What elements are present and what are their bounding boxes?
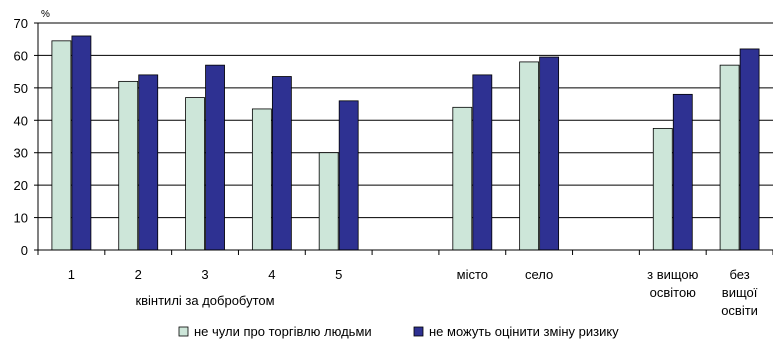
bar-series-2 bbox=[71, 35, 92, 251]
x-group-label: квінтилі за добробутом bbox=[135, 293, 274, 308]
y-unit-label: % bbox=[41, 9, 50, 20]
bar-series-1 bbox=[452, 106, 473, 251]
legend-label-series-2: не можуть оцінити зміну ризику bbox=[429, 324, 619, 339]
bar-series-2 bbox=[739, 48, 760, 251]
x-tick-label: 5 bbox=[335, 267, 342, 282]
bar-series-2 bbox=[138, 74, 159, 251]
bar-series-1 bbox=[118, 80, 139, 251]
y-tick-label: 20 bbox=[14, 178, 28, 193]
x-tick-label: освітою bbox=[650, 285, 697, 300]
x-tick-labels: 1 2 3 4 5 місто село з вищою освітою без вищої осві… bbox=[68, 267, 758, 318]
axes bbox=[37, 23, 773, 255]
x-tick-label: 1 bbox=[68, 267, 75, 282]
bar-series-1 bbox=[185, 97, 205, 251]
gridlines bbox=[34, 22, 773, 251]
x-tick-label: місто bbox=[457, 267, 488, 282]
legend-swatch-series-1 bbox=[178, 326, 189, 337]
bar-series-2 bbox=[672, 93, 693, 251]
bar-series-1 bbox=[318, 152, 339, 251]
legend: не чули про торгівлю людьми не можуть оц… bbox=[178, 324, 619, 339]
y-tick-label: 0 bbox=[21, 243, 28, 258]
bar-series-2 bbox=[271, 76, 292, 251]
bar-series-2 bbox=[338, 100, 359, 251]
y-tick-label: 30 bbox=[14, 146, 28, 161]
x-tick-label: село bbox=[525, 267, 553, 282]
x-tick-label: освіти bbox=[721, 303, 758, 318]
y-tick-label: 70 bbox=[14, 16, 28, 31]
bar-series-1 bbox=[652, 127, 673, 251]
bar-series-1 bbox=[719, 64, 740, 251]
x-tick-label: 4 bbox=[268, 267, 275, 282]
legend-label-series-1: не чули про торгівлю людьми bbox=[194, 324, 372, 339]
y-tick-label: 40 bbox=[14, 113, 28, 128]
bar-series-2 bbox=[472, 74, 493, 251]
x-tick-label: 2 bbox=[135, 267, 142, 282]
bar-series-1 bbox=[519, 61, 540, 251]
bar-series-1 bbox=[251, 108, 272, 251]
y-tick-labels: 0 10 20 30 40 50 60 70 bbox=[14, 16, 28, 258]
bar-series-2 bbox=[539, 56, 560, 251]
x-tick-label: 3 bbox=[201, 267, 208, 282]
bars bbox=[51, 35, 760, 251]
x-tick-label: з вищою bbox=[647, 267, 699, 282]
bar-series-2 bbox=[205, 64, 225, 251]
legend-swatch-series-2 bbox=[413, 326, 424, 337]
y-tick-label: 60 bbox=[14, 48, 28, 63]
bar-series-1 bbox=[51, 40, 72, 251]
x-tick-label: без bbox=[729, 267, 749, 282]
y-tick-label: 50 bbox=[14, 81, 28, 96]
y-tick-label: 10 bbox=[14, 211, 28, 226]
x-tick-label: вищої bbox=[722, 285, 758, 300]
